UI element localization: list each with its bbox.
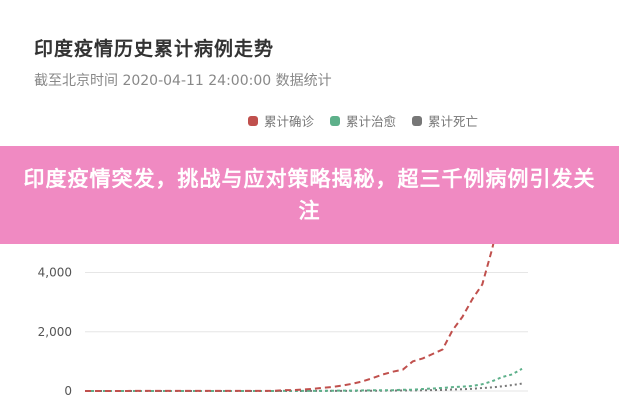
legend-label: 累计确诊	[264, 114, 315, 129]
legend-item-confirmed[interactable]: 累计确诊	[248, 111, 314, 130]
legend-label: 累计治愈	[346, 114, 397, 129]
legend-swatch	[248, 115, 258, 126]
chart-subtitle: 截至北京时间 2020-04-11 24:00:00 数据统计	[34, 73, 332, 89]
legend-item-deaths[interactable]: 累计死亡	[412, 111, 478, 130]
headline-text: 印度疫情突发，挑战与应对策略揭秘，超三千例病例引发关注	[23, 167, 596, 223]
legend: 累计确诊 累计治愈 累计死亡	[248, 111, 478, 130]
legend-item-recovered[interactable]: 累计治愈	[330, 111, 396, 130]
series-line-0	[85, 150, 523, 392]
legend-label: 累计死亡	[428, 114, 479, 129]
chart-title: 印度疫情历史累计病例走势	[34, 38, 275, 60]
legend-swatch	[330, 115, 341, 126]
headline-banner: 印度疫情突发，挑战与应对策略揭秘，超三千例病例引发关注	[0, 146, 619, 244]
y-tick-label: 4,000	[38, 266, 72, 280]
series-line-2	[85, 382, 523, 392]
y-tick-label: 0	[64, 384, 72, 398]
series-line-1	[85, 367, 523, 392]
legend-swatch	[412, 115, 423, 126]
y-tick-label: 2,000	[38, 325, 72, 339]
